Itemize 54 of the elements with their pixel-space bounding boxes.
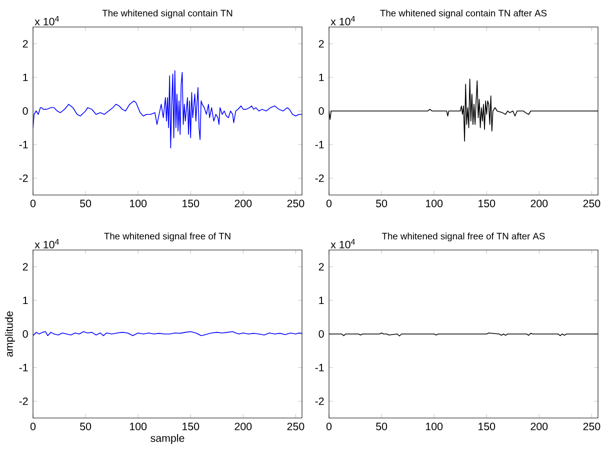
x-tick-label: 150 [478, 422, 496, 430]
y-tick-label: 2 [22, 263, 28, 271]
x-tick-label: 50 [80, 422, 92, 430]
y-axis-title: amplitude [5, 311, 15, 357]
x-tick-label: 0 [326, 422, 332, 430]
y-tick-label: 2 [318, 40, 324, 48]
y-tick-label: 2 [22, 40, 28, 48]
y-tick-label: -1 [315, 140, 324, 148]
x-tick-label: 200 [234, 200, 252, 208]
x-tick-label: 0 [326, 200, 332, 208]
text: x 10$^{4}$ [330, 16, 355, 26]
y-tick-label: -2 [315, 174, 324, 182]
y-tick-label: 0 [22, 330, 28, 338]
x-tick-label: 250 [583, 200, 600, 208]
y-tick-label: 0 [22, 107, 28, 115]
x-tick-label: 100 [426, 200, 443, 208]
x-tick-label: 50 [376, 200, 388, 208]
x-tick-label: 200 [530, 422, 548, 430]
x-tick-label: 250 [583, 422, 600, 430]
x-tick-label: 100 [130, 422, 147, 430]
x-tick-label: 0 [30, 200, 36, 208]
x-tick-label: 150 [182, 422, 200, 430]
y-tick-label: 1 [23, 74, 28, 82]
y-tick-label: 2 [318, 263, 324, 271]
chart-title: The whitened signal free of TN after AS [382, 232, 545, 242]
x-axis-title: sample [150, 434, 184, 444]
x-tick-label: 100 [426, 422, 443, 430]
text: x 10$^{4}$ [330, 239, 355, 248]
y-tick-label: 1 [319, 296, 324, 304]
x-tick-label: 200 [530, 200, 548, 208]
text: x 10$^{4}$ [34, 16, 59, 26]
chart-title: The whitened signal free of TN [104, 232, 230, 242]
y-tick-label: 0 [318, 330, 324, 338]
x-tick-label: 150 [478, 200, 496, 208]
x-tick-label: 100 [130, 200, 147, 208]
y-tick-label: -2 [19, 174, 28, 182]
y-tick-label: 0 [318, 107, 324, 115]
x-tick-label: 50 [80, 200, 92, 208]
x-tick-label: 250 [287, 422, 304, 430]
chart-title: The whitened signal contain TN after AS [380, 10, 547, 18]
y-tick-label: -1 [19, 364, 28, 372]
x-tick-label: 0 [30, 422, 36, 430]
y-tick-label: 1 [23, 296, 28, 304]
x-tick-label: 200 [234, 422, 252, 430]
y-tick-label: -1 [19, 140, 28, 148]
y-tick-label: -2 [19, 397, 28, 405]
text: x 10$^{4}$ [34, 239, 59, 248]
x-tick-label: 50 [376, 422, 388, 430]
y-tick-label: 1 [319, 74, 324, 82]
chart-title: The whitened signal contain TN [102, 10, 232, 18]
y-tick-label: -2 [315, 397, 324, 405]
y-tick-label: -1 [315, 364, 324, 372]
x-tick-label: 250 [287, 200, 304, 208]
x-tick-label: 150 [182, 200, 200, 208]
